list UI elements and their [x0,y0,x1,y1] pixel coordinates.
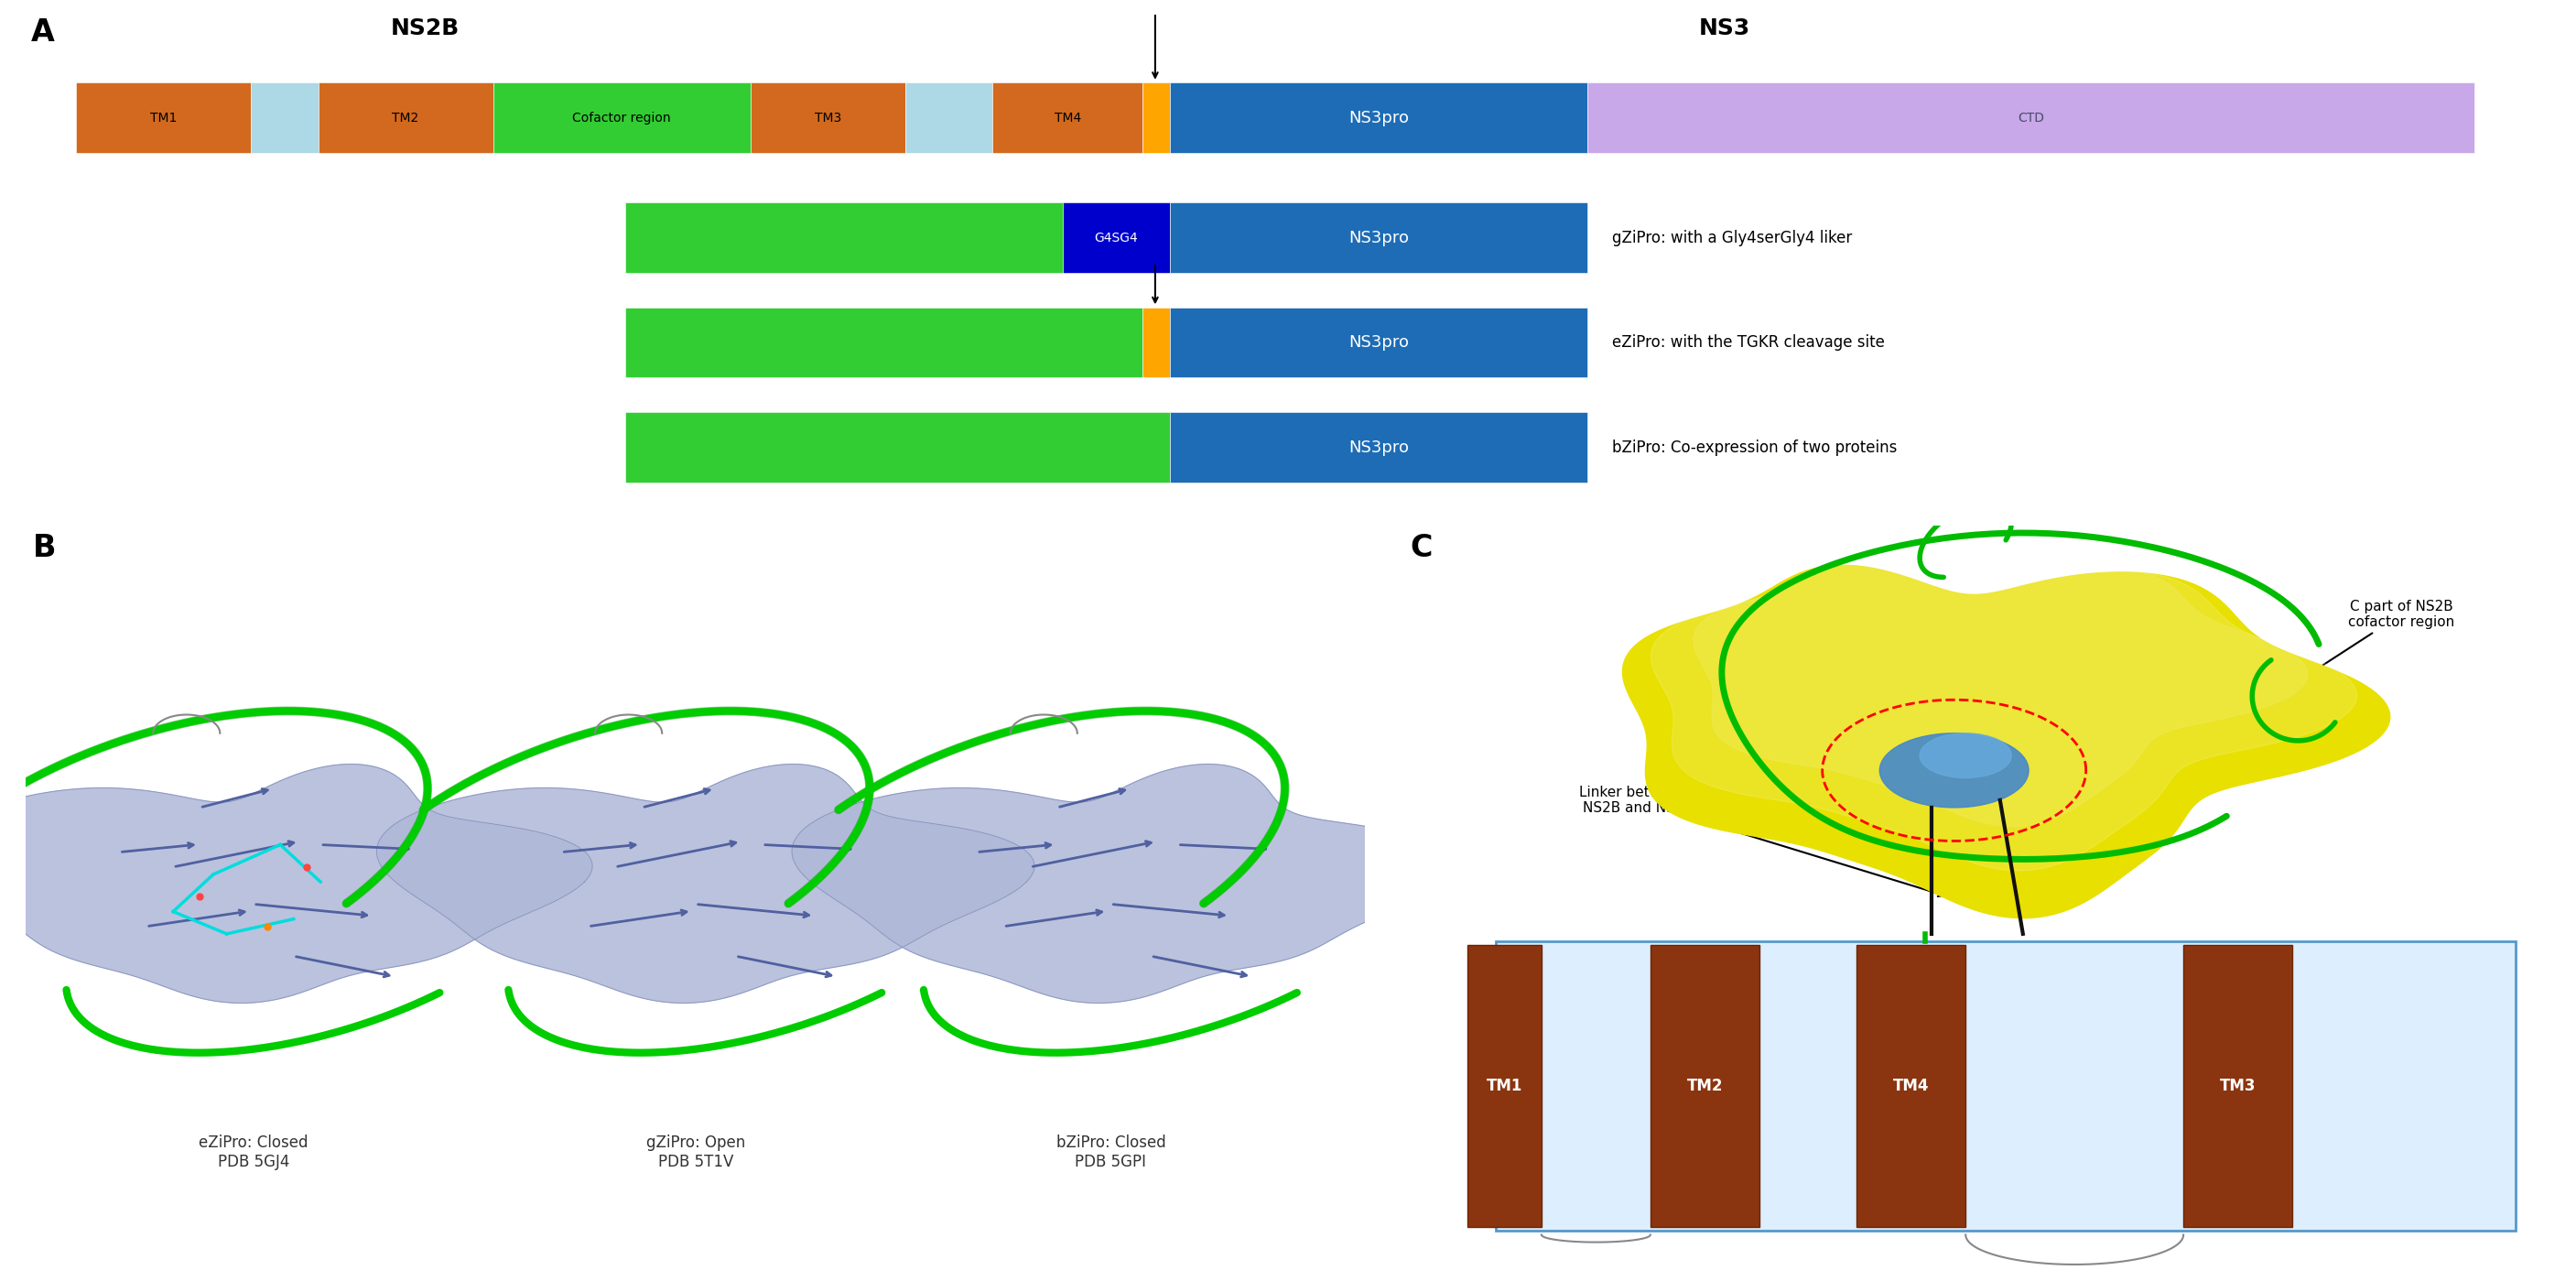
Polygon shape [376,765,1036,1003]
Text: TM3: TM3 [2221,1077,2257,1094]
Bar [1170,307,1587,378]
Text: TM2: TM2 [1687,1077,1723,1094]
Text: Cofactor region: Cofactor region [572,111,670,124]
Bar [992,83,1144,152]
Text: Linker between
NS2B and NS3: Linker between NS2B and NS3 [1579,785,1945,897]
Bar [250,83,317,152]
Text: CTD: CTD [2017,111,2045,124]
Bar [1651,945,1759,1227]
Bar [904,83,992,152]
Bar [626,412,1170,483]
Bar [1170,83,1587,152]
Text: C part of NS2B
cofactor region: C part of NS2B cofactor region [2280,600,2455,693]
Text: A: A [31,18,54,47]
Bar [492,83,750,152]
Bar [626,307,1144,378]
Text: eZiPro: with the TGKR cleavage site: eZiPro: with the TGKR cleavage site [1613,334,1886,351]
Bar [75,83,250,152]
Bar [1857,945,1965,1227]
Polygon shape [791,765,1450,1003]
Bar [1170,412,1587,483]
Text: G4SG4: G4SG4 [1095,231,1139,245]
Bar [626,202,1064,273]
Text: NS2B: NS2B [392,18,461,40]
Ellipse shape [1919,733,2012,778]
Polygon shape [0,765,592,1003]
Polygon shape [1692,560,2308,826]
Bar [317,83,492,152]
Text: gZiPro: Open
PDB 5T1V: gZiPro: Open PDB 5T1V [647,1135,744,1170]
Polygon shape [1623,565,2391,918]
Text: NS3: NS3 [1700,18,1752,40]
Bar [1587,83,2476,152]
Text: B: B [33,533,57,562]
Bar [1466,945,1540,1227]
Text: eZiPro: Closed
PDB 5GJ4: eZiPro: Closed PDB 5GJ4 [198,1135,309,1170]
Bar [1064,202,1170,273]
Text: TM1: TM1 [1486,1077,1522,1094]
Text: NS3pro: NS3pro [1350,439,1409,456]
Bar [1144,83,1170,152]
Text: TM1: TM1 [149,111,178,124]
Text: NS3pro: NS3pro [1350,334,1409,351]
Text: TM4: TM4 [1893,1077,1929,1094]
Polygon shape [1651,564,2357,871]
Bar [2184,945,2293,1227]
Bar [750,83,904,152]
Text: TM3: TM3 [814,111,842,124]
Text: NS3pro: NS3pro [1350,229,1409,246]
Bar [1170,202,1587,273]
Text: NS3pro: NS3pro [1350,109,1409,126]
Text: C: C [1409,533,1432,562]
Bar [1144,307,1170,378]
Bar [1497,942,2517,1231]
Text: TM4: TM4 [1054,111,1082,124]
Text: gZiPro: with a Gly4serGly4 liker: gZiPro: with a Gly4serGly4 liker [1613,229,1852,246]
Text: bZiPro: Closed
PDB 5GPI: bZiPro: Closed PDB 5GPI [1056,1135,1164,1170]
Text: TM2: TM2 [392,111,420,124]
Text: bZiPro: Co-expression of two proteins: bZiPro: Co-expression of two proteins [1613,439,1899,456]
Ellipse shape [1880,733,2030,807]
